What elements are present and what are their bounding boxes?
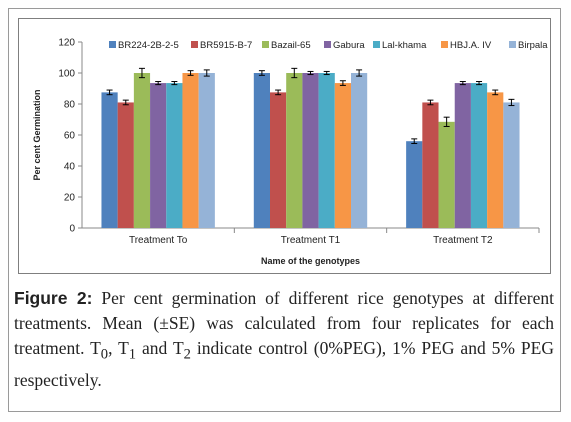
legend-swatch [441,41,448,48]
legend-label: BR5915-B-7 [200,40,252,51]
legend-swatch [509,41,516,48]
bar [133,73,151,228]
y-axis-title: Per cent Germination [32,89,42,180]
bar [302,73,319,228]
y-tick-label: 20 [64,193,76,204]
bar [270,92,287,228]
x-tick-label: Treatment T2 [433,235,493,246]
legend-swatch [109,41,116,48]
bar [150,83,167,228]
bar [351,73,368,228]
bar-chart: 0 20 40 60 80 100 120 Per cent Germination Treat… [32,38,548,267]
bar [198,73,215,228]
caption-sub-0: 0 [100,346,109,363]
y-tick-label: 80 [64,100,76,111]
legend-swatch [191,41,198,48]
legend-label: Gabura [333,40,365,51]
y-tick-label: 60 [64,131,76,142]
x-axis-title: Name of the genotypes [261,256,360,266]
bar [503,102,520,228]
chart-area: 0 20 40 60 80 100 120 Per cent Germination Treat… [18,18,551,274]
caption-sub-2: 2 [183,346,191,363]
caption-label: Figure 2: [14,288,93,308]
y-tick-label: 100 [58,69,75,80]
bar [253,73,270,228]
bar [406,141,423,228]
y-tick-label: 120 [58,38,75,49]
bar [454,83,471,228]
legend-label: Lal-khama [382,40,427,51]
caption-text: Per cent germination of different rice g… [14,288,554,358]
y-tick-label: 0 [69,224,75,235]
bar [286,73,303,228]
legend-swatch [373,41,380,48]
caption-sub-1: 1 [128,346,137,363]
figure-caption: Figure 2: Per cent germination of differ… [14,286,554,393]
bar [101,92,118,228]
bar [117,102,134,228]
bar [470,83,488,228]
x-tick-label: Treatment T1 [281,235,341,246]
legend-swatch [262,41,269,48]
legend-label: BR224-2B-2-5 [118,40,179,51]
caption-sep-1: , T [108,338,129,358]
x-tick-label: Treatment To [129,235,188,246]
caption-sep-2: and T [136,338,184,358]
bar [422,102,439,228]
bar [182,73,199,228]
bar [487,92,504,228]
y-tick-label: 40 [64,162,76,173]
bar [438,121,455,228]
caption-text-end: indicate control (0%PEG), 1% PEG and 5% … [14,338,554,390]
legend-label: HBJ.A. IV [450,40,492,51]
bar [166,83,183,228]
legend-swatch [324,41,331,48]
figure-frame [8,8,561,412]
legend-label: Bazail-65 [271,40,311,51]
bar [318,73,335,228]
bar [334,83,351,228]
legend-label: Birpala [518,40,548,51]
